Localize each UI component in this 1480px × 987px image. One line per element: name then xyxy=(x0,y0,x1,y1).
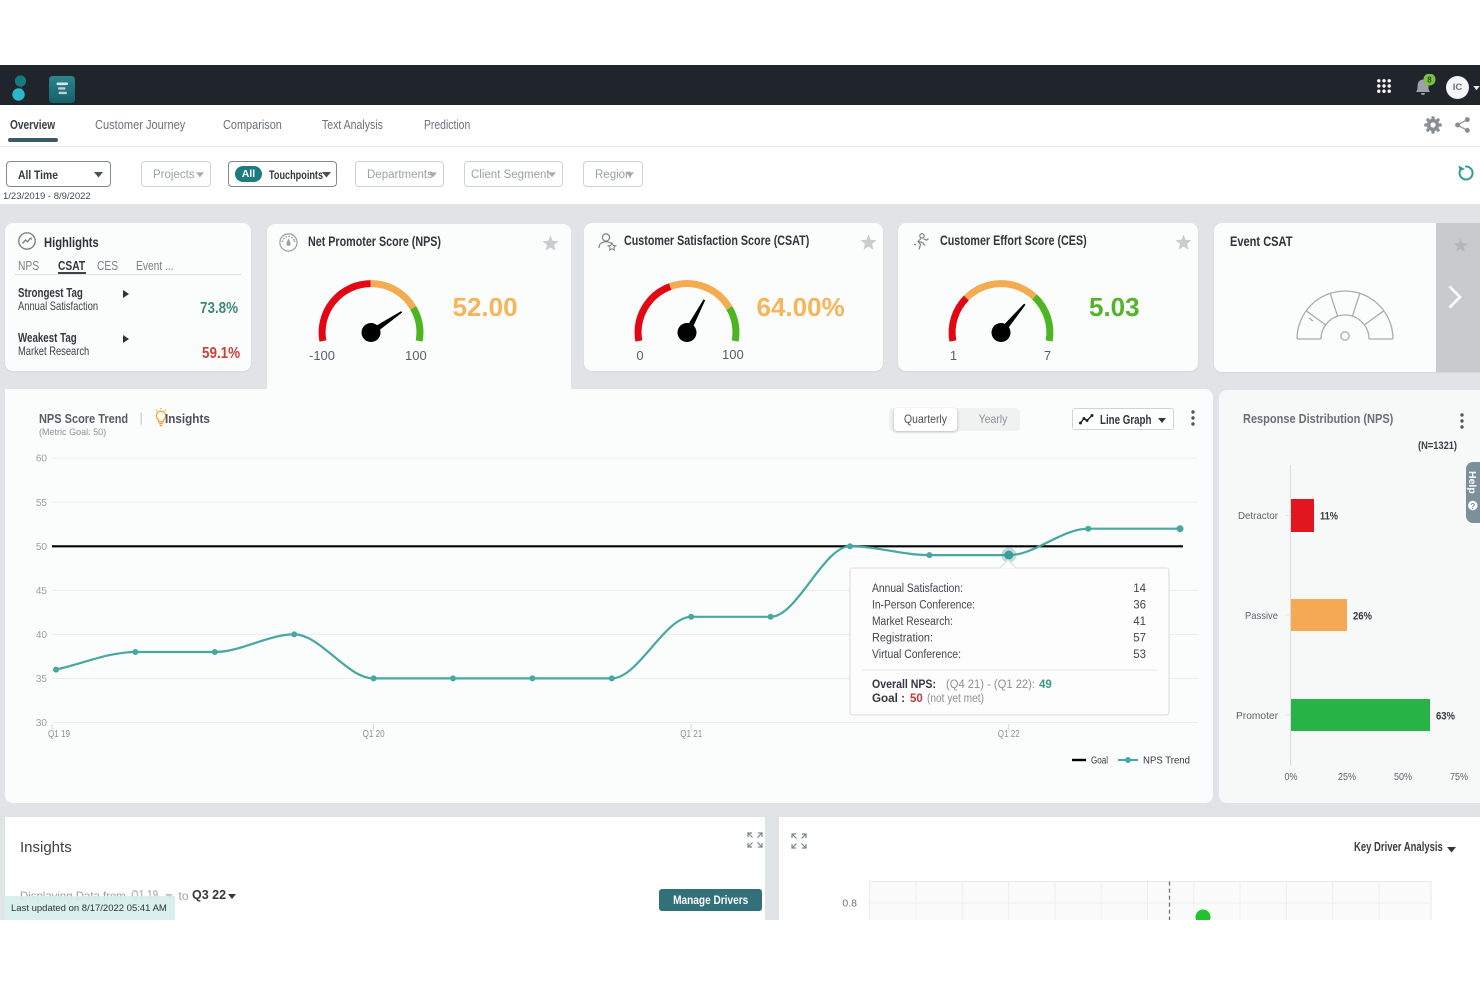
svg-text:26%: 26% xyxy=(1353,611,1372,623)
svg-text:Market Research:: Market Research: xyxy=(872,616,953,628)
svg-text:(N=1321): (N=1321) xyxy=(1418,440,1457,452)
svg-text:Detractor: Detractor xyxy=(1238,510,1278,522)
svg-text:Registration:: Registration: xyxy=(872,633,933,645)
svg-text:0%: 0% xyxy=(1285,771,1298,783)
svg-text:(Q4 21) - (Q1 22):: (Q4 21) - (Q1 22): xyxy=(946,679,1035,691)
svg-text:Goal :: Goal : xyxy=(872,693,905,705)
svg-text:50: 50 xyxy=(910,693,923,705)
svg-text:(not yet met): (not yet met) xyxy=(927,693,984,705)
svg-text:25%: 25% xyxy=(1338,771,1356,783)
svg-text:8: 8 xyxy=(1427,75,1432,84)
svg-text:53: 53 xyxy=(1133,649,1146,661)
svg-text:41: 41 xyxy=(1133,616,1146,628)
svg-text:63%: 63% xyxy=(1436,711,1455,723)
svg-text:?: ? xyxy=(1470,502,1475,511)
svg-text:50%: 50% xyxy=(1394,771,1412,783)
svg-text:50: 50 xyxy=(36,542,48,553)
svg-text:35: 35 xyxy=(36,674,48,685)
svg-text:14: 14 xyxy=(1133,583,1146,595)
svg-text:Q1 22: Q1 22 xyxy=(998,729,1020,740)
svg-text:40: 40 xyxy=(36,630,48,641)
svg-text:75%: 75% xyxy=(1450,771,1468,783)
svg-text:Q1 19: Q1 19 xyxy=(48,729,70,740)
svg-text:Overall NPS:: Overall NPS: xyxy=(872,679,936,691)
svg-text:Annual Satisfaction:: Annual Satisfaction: xyxy=(872,583,963,595)
svg-text:Q1 20: Q1 20 xyxy=(363,729,385,740)
svg-text:Passive: Passive xyxy=(1245,610,1278,622)
svg-text:Virtual Conference:: Virtual Conference: xyxy=(872,649,961,661)
svg-text:0.8: 0.8 xyxy=(842,898,857,910)
svg-text:60: 60 xyxy=(36,454,48,465)
svg-text:49: 49 xyxy=(1039,679,1052,691)
svg-text:11%: 11% xyxy=(1320,511,1338,523)
svg-text:Promoter: Promoter xyxy=(1236,710,1278,722)
svg-text:Q1 21: Q1 21 xyxy=(680,729,702,740)
svg-text:57: 57 xyxy=(1133,633,1146,645)
svg-text:30: 30 xyxy=(36,718,48,729)
svg-text:In-Person Conference:: In-Person Conference: xyxy=(872,600,975,612)
svg-text:45: 45 xyxy=(36,586,48,597)
svg-text:36: 36 xyxy=(1133,600,1146,612)
svg-text:Goal: Goal xyxy=(1091,756,1108,767)
svg-text:55: 55 xyxy=(36,498,48,509)
svg-text:Help: Help xyxy=(1466,471,1478,494)
svg-text:NPS Trend: NPS Trend xyxy=(1143,756,1190,767)
